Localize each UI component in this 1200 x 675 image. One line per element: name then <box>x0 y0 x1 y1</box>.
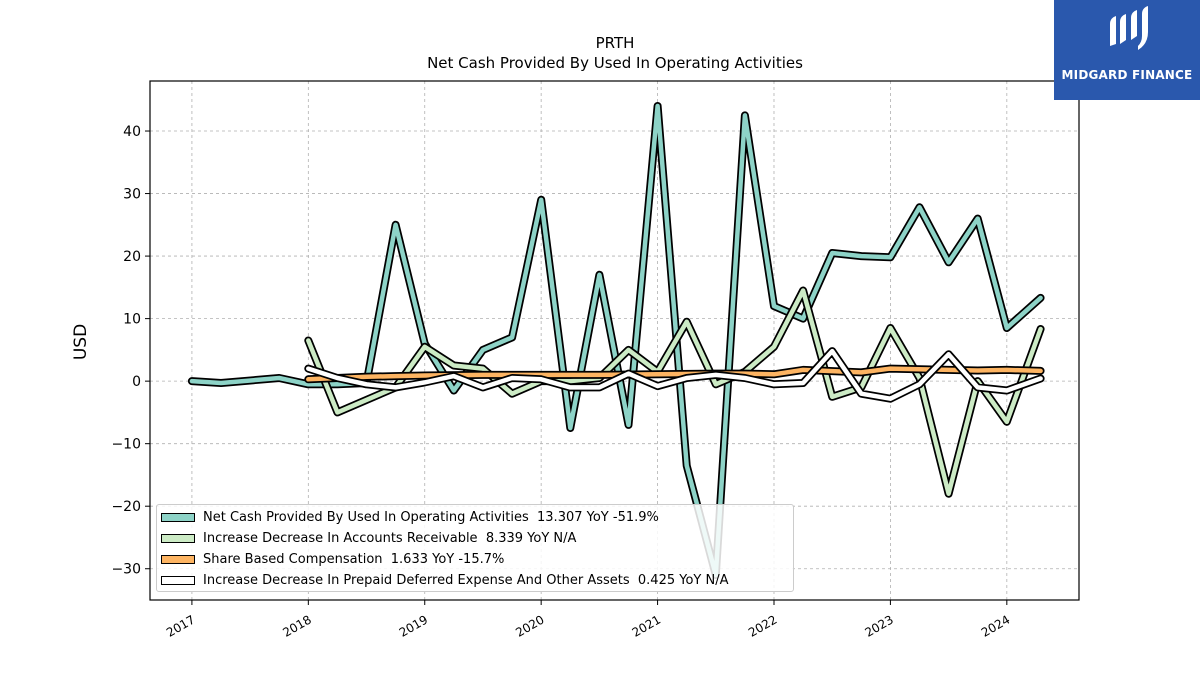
logo-mark-icon <box>1110 6 1148 50</box>
legend-label: Net Cash Provided By Used In Operating A… <box>203 509 659 525</box>
x-tick-label: 2023 <box>862 612 895 639</box>
series-line <box>306 288 1043 496</box>
legend-item: Share Based Compensation 1.633 YoY -15.7… <box>161 549 504 569</box>
plot-frame <box>149 80 1080 601</box>
y-tick-label: −20 <box>111 499 141 515</box>
series-line <box>306 348 1043 401</box>
legend-item: Net Cash Provided By Used In Operating A… <box>161 507 659 527</box>
legend-item: Increase Decrease In Prepaid Deferred Ex… <box>161 570 728 590</box>
y-tick-label: −30 <box>111 562 141 578</box>
y-tick-label: −10 <box>111 437 141 453</box>
brand-logo: MIDGARD FINANCE <box>1054 0 1200 100</box>
legend-label: Share Based Compensation 1.633 YoY -15.7… <box>203 551 505 567</box>
x-tick-label: 2020 <box>513 612 546 639</box>
legend-swatch <box>161 554 195 564</box>
y-tick-label: 30 <box>123 187 141 203</box>
logo-text: MIDGARD FINANCE <box>1061 68 1193 82</box>
x-tick-label: 2022 <box>746 612 779 639</box>
chart-subtitle: Net Cash Provided By Used In Operating A… <box>427 54 803 72</box>
legend-item: Increase Decrease In Accounts Receivable… <box>161 528 576 548</box>
y-tick-label: 20 <box>123 249 141 265</box>
y-axis-label: USD <box>71 324 91 360</box>
legend-label: Increase Decrease In Prepaid Deferred Ex… <box>203 572 729 588</box>
legend-label: Increase Decrease In Accounts Receivable… <box>203 530 577 546</box>
x-tick-label: 2018 <box>280 612 313 639</box>
x-tick-label: 2021 <box>630 612 663 639</box>
chart-title: PRTH <box>596 34 635 52</box>
legend-swatch <box>161 575 195 585</box>
y-tick-label: 10 <box>123 312 141 328</box>
y-ticks: −30 −20 −10 0 10 20 30 40 <box>111 124 150 578</box>
x-ticks: 2017 2018 2019 2020 2021 2022 2023 2024 <box>164 600 1012 640</box>
x-tick-label: 2024 <box>979 612 1012 639</box>
series-lines <box>187 102 1045 579</box>
legend-swatch <box>161 512 195 522</box>
legend: Net Cash Provided By Used In Operating A… <box>156 504 794 592</box>
y-tick-label: 0 <box>132 374 141 390</box>
y-tick-label: 40 <box>123 124 141 140</box>
x-tick-label: 2017 <box>164 612 197 639</box>
legend-swatch <box>161 533 195 543</box>
x-tick-label: 2019 <box>397 612 430 639</box>
